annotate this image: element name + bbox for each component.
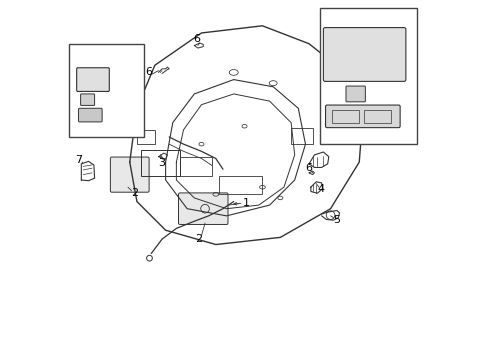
Text: 12: 12: [370, 96, 384, 106]
Bar: [140, 149, 180, 176]
FancyBboxPatch shape: [78, 108, 102, 122]
FancyBboxPatch shape: [323, 28, 405, 81]
Text: 6: 6: [349, 89, 354, 95]
Text: 6: 6: [305, 163, 312, 173]
Text: 8: 8: [89, 102, 97, 112]
Text: 2: 2: [131, 188, 139, 198]
Bar: [69, 44, 144, 137]
Text: 7: 7: [75, 155, 82, 165]
FancyBboxPatch shape: [110, 157, 149, 192]
FancyBboxPatch shape: [325, 105, 399, 128]
Bar: [137, 130, 155, 144]
Bar: [319, 8, 416, 144]
Bar: [219, 176, 262, 194]
Text: 6: 6: [144, 67, 152, 77]
Text: 5: 5: [332, 215, 339, 225]
FancyBboxPatch shape: [77, 68, 109, 91]
Text: 13: 13: [380, 112, 393, 122]
FancyBboxPatch shape: [346, 86, 365, 102]
Text: 6: 6: [193, 34, 200, 44]
FancyBboxPatch shape: [81, 94, 94, 105]
Text: 3: 3: [158, 158, 165, 168]
Text: 1: 1: [243, 198, 249, 208]
Bar: [290, 128, 312, 144]
Text: 10: 10: [73, 85, 87, 95]
Bar: [363, 110, 390, 123]
Text: 9: 9: [100, 93, 107, 103]
Text: 4: 4: [317, 184, 324, 194]
Text: 2: 2: [195, 234, 202, 244]
FancyBboxPatch shape: [178, 193, 227, 225]
Bar: [180, 157, 212, 176]
Bar: [332, 110, 359, 123]
Text: 11: 11: [355, 134, 369, 143]
